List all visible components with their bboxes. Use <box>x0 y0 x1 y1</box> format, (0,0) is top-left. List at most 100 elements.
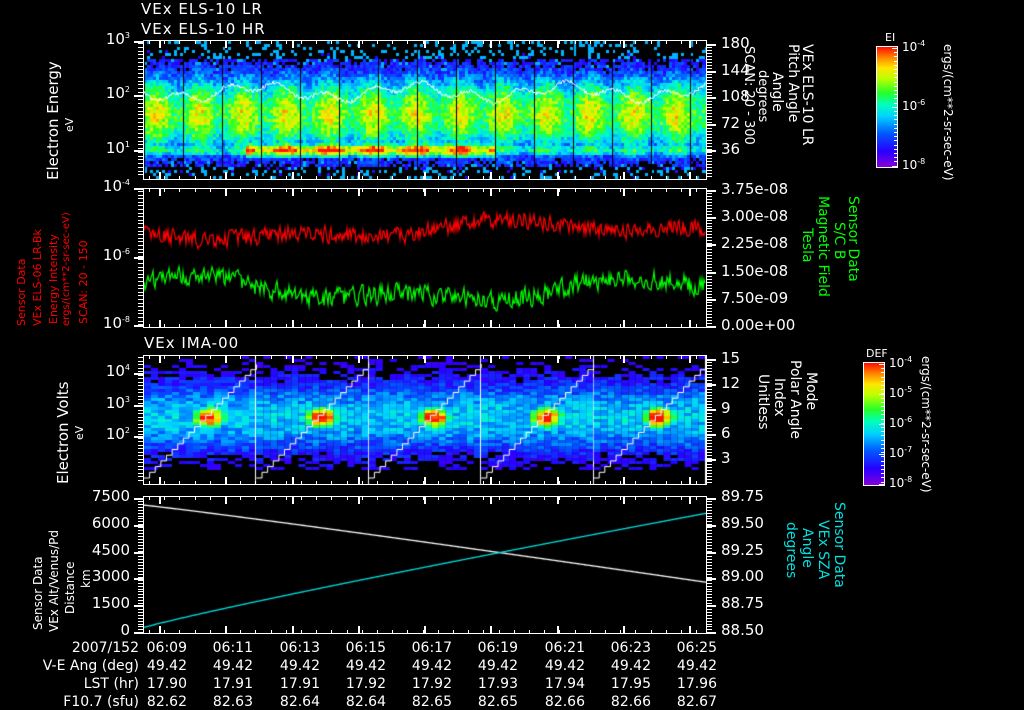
axis-tick <box>707 264 712 265</box>
axis-tick <box>707 205 712 206</box>
panel3-ytick-2: 102 <box>105 425 130 443</box>
panel1-ylabel-right-sensor: VEx ELS-10 LR <box>799 44 815 146</box>
axis-tick <box>707 565 712 566</box>
axis-tick <box>707 155 712 156</box>
axis-tick <box>707 77 712 78</box>
axis-cell-f107-4: 82.65 <box>411 694 452 710</box>
panel3-yunit-left: eV <box>73 425 86 440</box>
axis-tick <box>707 395 712 396</box>
axis-tick <box>707 518 712 519</box>
panel1-ylabel-right-scan: SCAN: 20 - 300 <box>741 46 756 145</box>
axis-tick <box>707 476 712 477</box>
axis-tick <box>707 452 712 453</box>
axis-tick <box>707 386 712 387</box>
axis-tick <box>707 365 712 366</box>
axis-tick <box>707 629 712 630</box>
axis-tick <box>707 288 712 289</box>
axis-tick <box>707 217 712 218</box>
axis-tick <box>707 176 712 177</box>
panel1-yunit-left: eV <box>63 117 76 132</box>
axis-tick <box>707 299 716 301</box>
axis-tick <box>707 409 716 411</box>
axis-tick <box>707 552 716 554</box>
axis-tick <box>707 464 712 465</box>
axis-tick <box>707 589 712 590</box>
axis-tick <box>707 202 712 203</box>
axis-tick <box>707 458 712 459</box>
axis-tick <box>707 83 712 84</box>
axis-tick <box>134 95 143 97</box>
colorbar-ei-tick-1: 10-6 <box>902 98 926 113</box>
axis-tick <box>707 553 712 554</box>
axis-tick <box>707 609 712 610</box>
axis-tick <box>707 413 712 414</box>
panel-altitude-sza <box>143 496 707 634</box>
colorbar-def-tick-0: 10-4 <box>889 355 913 370</box>
axis-cell-lst-8: 17.96 <box>676 676 717 692</box>
axis-tick <box>707 164 712 165</box>
panel3-ylabel-right-polar: Polar Angle <box>787 360 803 440</box>
axis-tick <box>707 217 716 219</box>
axis-tick <box>707 530 712 531</box>
axis-tick <box>707 498 712 499</box>
panel4-ytick-1: 6000 <box>91 514 130 532</box>
axis-cell-lst-2: 17.91 <box>279 676 320 692</box>
axis-tick <box>707 243 712 244</box>
axis-tick <box>707 89 712 90</box>
panel3-ytick-right-1: 12 <box>721 374 741 392</box>
axis-tick <box>707 533 712 534</box>
axis-tick <box>707 374 712 375</box>
axis-tick <box>134 552 143 554</box>
panel-intensity-magfield <box>143 188 707 328</box>
axis-tick <box>707 101 712 102</box>
axis-cell-lst-4: 17.92 <box>411 676 452 692</box>
panel4-ytick-3: 3000 <box>91 567 130 585</box>
axis-tick <box>707 258 712 259</box>
axis-tick <box>707 249 712 250</box>
axis-tick <box>134 605 143 607</box>
axis-tick <box>707 422 712 423</box>
axis-tick <box>707 231 712 232</box>
axis-tick <box>707 255 712 256</box>
axis-tick <box>707 612 712 613</box>
axis-tick <box>707 467 712 468</box>
axis-tick <box>707 80 712 81</box>
panel4-ytick-right-3: 89.00 <box>721 567 764 585</box>
axis-tick <box>707 323 712 324</box>
axis-cell-ve_ang-5: 49.42 <box>477 658 518 674</box>
axis-tick <box>707 50 712 51</box>
axis-cell-time-5: 06:19 <box>477 640 518 656</box>
axis-tick <box>707 591 712 592</box>
axis-tick <box>707 562 712 563</box>
axis-cell-lst-5: 17.93 <box>477 676 518 692</box>
axis-tick <box>707 401 712 402</box>
axis-tick <box>707 545 712 546</box>
colorbar-ei <box>876 46 898 168</box>
axis-row-label-1: V-E Ang (deg) <box>42 658 139 674</box>
axis-tick <box>707 92 712 93</box>
panel3-ytick-right-0: 15 <box>721 349 741 367</box>
axis-tick <box>707 116 712 117</box>
axis-tick <box>707 603 712 604</box>
axis-tick <box>707 446 712 447</box>
panel2-ylabel-left-units: ergs/(cm**2-sr-sec-eV) <box>61 212 72 326</box>
panel4-ylabel-left-sensor: Sensor Data <box>31 556 45 630</box>
axis-tick <box>707 140 712 141</box>
axis-tick <box>707 516 712 517</box>
panel4-ytick-5: 0 <box>120 621 130 639</box>
axis-tick <box>707 74 712 75</box>
axis-tick <box>707 389 712 390</box>
axis-tick <box>707 152 712 153</box>
panel1-ylabel-left: Electron Energy <box>44 61 62 180</box>
colorbar-ei-label: EI <box>885 31 896 44</box>
axis-tick <box>707 124 716 126</box>
axis-cell-ve_ang-1: 49.42 <box>212 658 253 674</box>
axis-tick <box>707 208 712 209</box>
panel2-ytick-2: 10-8 <box>102 314 130 332</box>
axis-tick <box>707 272 716 274</box>
panel4-ytick-right-0: 89.75 <box>721 487 764 505</box>
axis-cell-f107-6: 82.66 <box>544 694 585 710</box>
axis-tick <box>707 362 712 363</box>
axis-cell-lst-3: 17.92 <box>345 676 386 692</box>
panel1-ylabel-right-degrees: degrees <box>755 70 770 123</box>
